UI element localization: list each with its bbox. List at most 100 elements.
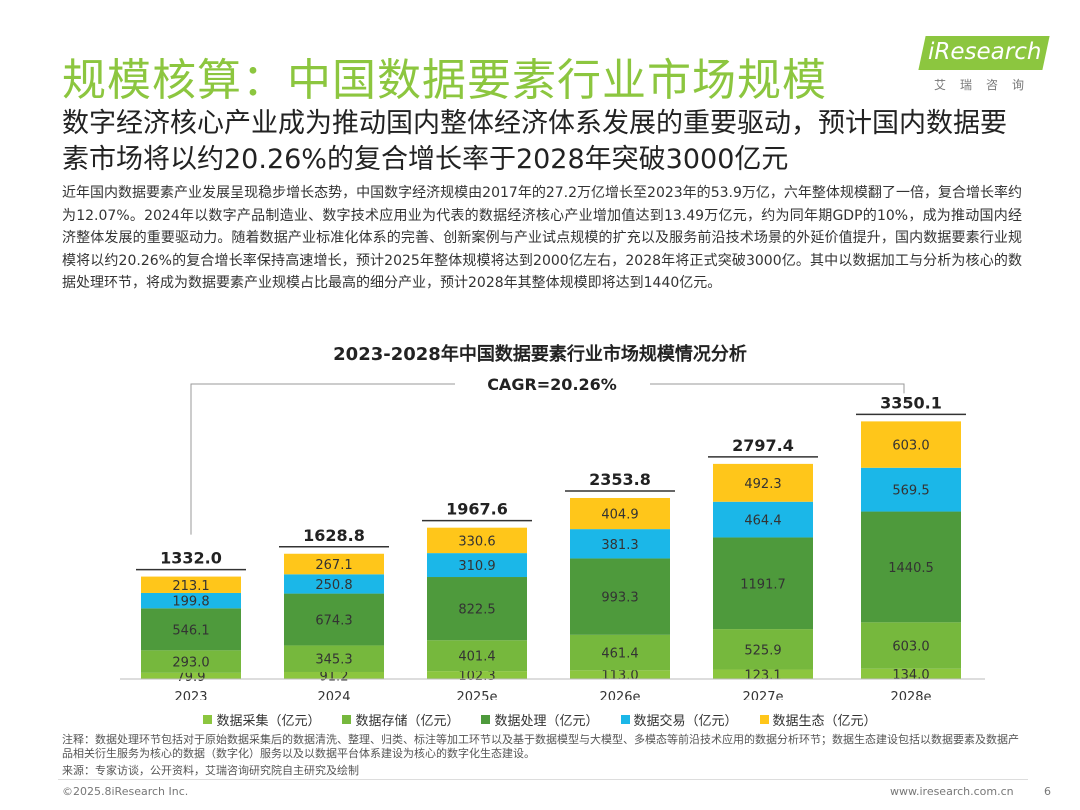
logo-subtext: 艾瑞咨询 [934, 78, 1039, 92]
segment-label-2024-series-4: 267.1 [315, 558, 352, 573]
segment-label-2024-series-0: 91.2 [320, 669, 349, 684]
bar-segment-2028e-series-2 [861, 511, 961, 623]
total-label-2025e: 1967.6 [446, 500, 508, 519]
segment-label-2025e-series-0: 102.3 [458, 669, 495, 684]
segment-label-2025e-series-1: 401.4 [458, 650, 495, 665]
x-tick-label-2023: 2023 [174, 690, 207, 700]
x-tick-label-2026e: 2026e [599, 690, 640, 700]
summary-paragraph: 近年国内数据要素产业发展呈现稳步增长态势，中国数字经济规模由2017年的27.2… [62, 185, 1022, 291]
segment-label-2024-series-3: 250.8 [315, 578, 352, 593]
chart-title: 2023-2028年中国数据要素行业市场规模情况分析 [333, 344, 747, 365]
iresearch-logo: iResearch 艾瑞咨询 [918, 36, 1050, 94]
segment-label-2026e-series-1: 461.4 [601, 647, 638, 662]
segment-label-2026e-series-3: 381.3 [601, 538, 638, 553]
bar-segment-2023-series-1 [141, 650, 241, 673]
segment-label-2028e-series-2: 1440.5 [888, 561, 934, 576]
segment-label-2024-series-2: 674.3 [315, 614, 352, 629]
legend-swatch [481, 715, 491, 724]
bar-segment-2027e-series-4 [713, 463, 813, 502]
website-link[interactable]: www.iresearch.com.cn [890, 785, 1014, 798]
segment-label-2026e-series-4: 404.9 [601, 508, 638, 523]
legend-label: 数据处理（亿元） [494, 714, 599, 729]
total-label-2026e: 2353.8 [589, 470, 651, 489]
total-label-2027e: 2797.4 [732, 436, 794, 455]
segment-label-2023-series-2: 546.1 [172, 623, 209, 638]
total-label-2028e: 3350.1 [880, 393, 942, 412]
cagr-bracket-right [650, 383, 905, 394]
bar-segment-2024-series-1 [284, 645, 384, 672]
segment-label-2023-series-0: 79.9 [177, 670, 206, 685]
bar-segment-2026e-series-0 [570, 670, 670, 679]
bar-segment-2024-series-4 [284, 553, 384, 575]
bar-segment-2027e-series-0 [713, 669, 813, 679]
bar-segment-2023-series-3 [141, 592, 241, 609]
bar-segment-2026e-series-2 [570, 558, 670, 635]
legend-item-series-0: 数据采集（亿元） [203, 710, 320, 729]
bar-segment-2025e-series-1 [427, 640, 527, 672]
bar-segment-2027e-series-2 [713, 537, 813, 630]
segment-label-2026e-series-0: 113.0 [601, 669, 638, 684]
legend-item-series-2: 数据处理（亿元） [481, 710, 599, 729]
x-tick-label-2027e: 2027e [742, 690, 783, 700]
legend-label: 数据生态（亿元） [772, 714, 877, 729]
x-tick-label-2028e: 2028e [890, 690, 931, 700]
segment-label-2028e-series-3: 569.5 [892, 484, 929, 499]
bar-segment-2028e-series-4 [861, 421, 961, 468]
total-label-2024: 1628.8 [303, 526, 365, 545]
legend-swatch [620, 715, 630, 724]
bar-segment-2025e-series-4 [427, 527, 527, 554]
segment-label-2027e-series-4: 492.3 [744, 477, 781, 492]
segment-label-2024-series-1: 345.3 [315, 653, 352, 668]
bar-segment-2026e-series-3 [570, 529, 670, 559]
segment-label-2027e-series-3: 464.4 [744, 514, 781, 529]
bar-segment-2028e-series-0 [861, 668, 961, 679]
segment-label-2023-series-3: 199.8 [172, 595, 209, 610]
footnote: 注释：数据处理环节包括对于原始数据采集后的数据清洗、整理、归类、标注等加工环节以… [62, 733, 1019, 760]
bar-segment-2028e-series-1 [861, 622, 961, 669]
segment-label-2023-series-1: 293.0 [172, 656, 209, 671]
legend-item-series-3: 数据交易（亿元） [620, 710, 738, 729]
page-subtitle: 数字经济核心产业成为推动国内整体经济体系发展的重要驱动，预计国内数据要素市场将以… [62, 108, 1007, 175]
bar-segment-2024-series-0 [284, 671, 384, 679]
segment-label-2028e-series-4: 603.0 [892, 439, 929, 454]
bar-segment-2027e-series-3 [713, 501, 813, 538]
legend-label: 数据采集（亿元） [216, 714, 321, 729]
bar-segment-2027e-series-1 [713, 629, 813, 670]
bar-segment-2026e-series-1 [570, 634, 670, 671]
bar-segment-2023-series-2 [141, 608, 241, 651]
chart-legend: 数据采集（亿元） 数据存储（亿元） 数据处理（亿元） 数据交易（亿元） 数据生态（亿元） [0, 710, 1080, 729]
segment-label-2025e-series-2: 822.5 [458, 603, 495, 618]
cagr-annotation: CAGR=20.26% [487, 375, 617, 394]
legend-label: 数据存储（亿元） [355, 714, 460, 729]
bar-segment-2028e-series-3 [861, 467, 961, 512]
footer-divider [58, 779, 1028, 780]
x-tick-label-2025e: 2025e [456, 690, 497, 700]
bar-segment-2025e-series-2 [427, 577, 527, 641]
segment-label-2027e-series-2: 1191.7 [740, 577, 786, 592]
page-number: 6 [1044, 785, 1051, 798]
legend-swatch [759, 715, 769, 724]
legend-swatch [342, 715, 352, 724]
bar-segment-2023-series-0 [141, 672, 241, 679]
source-note: 来源：专家访谈，公开资料，艾瑞咨询研究院自主研究及绘制 [62, 764, 359, 777]
segment-label-2027e-series-1: 525.9 [744, 643, 781, 658]
bar-segment-2023-series-4 [141, 576, 241, 593]
cagr-bracket-left [190, 383, 455, 535]
segment-label-2028e-series-1: 603.0 [892, 640, 929, 655]
legend-item-series-1: 数据存储（亿元） [342, 710, 459, 729]
segment-label-2027e-series-0: 123.1 [744, 668, 781, 683]
bar-segment-2024-series-3 [284, 574, 384, 594]
segment-label-2025e-series-3: 310.9 [458, 559, 495, 574]
legend-label: 数据交易（亿元） [633, 714, 738, 729]
x-tick-label-2024: 2024 [317, 690, 350, 700]
legend-swatch [203, 715, 213, 724]
bar-segment-2026e-series-4 [570, 497, 670, 530]
bar-segment-2024-series-2 [284, 593, 384, 646]
bar-segment-2025e-series-0 [427, 671, 527, 679]
segment-label-2025e-series-4: 330.6 [458, 534, 495, 549]
copyright: ©2025.8iResearch Inc. [62, 785, 189, 798]
page-title: 规模核算：中国数据要素行业市场规模 [62, 55, 827, 106]
segment-label-2023-series-4: 213.1 [172, 579, 209, 594]
segment-label-2028e-series-0: 134.0 [892, 668, 929, 683]
